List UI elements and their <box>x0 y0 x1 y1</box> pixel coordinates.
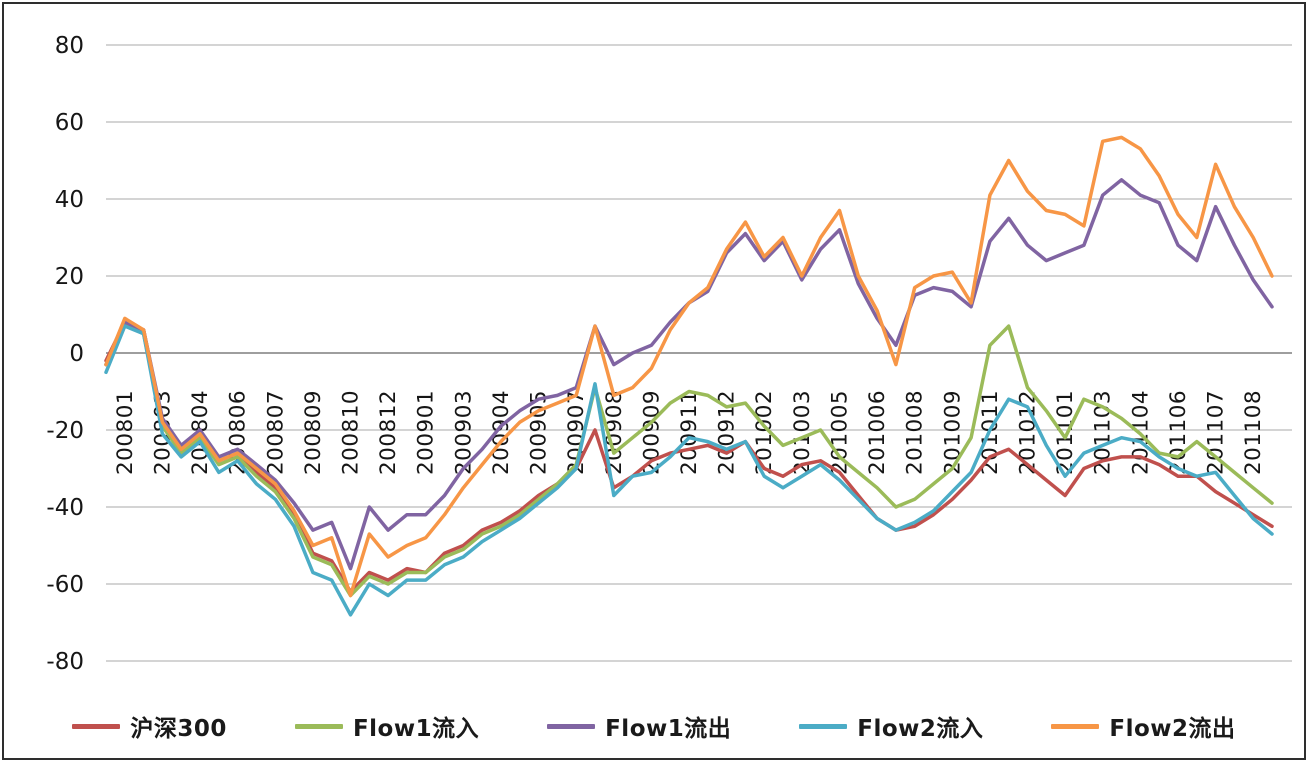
legend-label: 沪深300 <box>130 716 227 742</box>
legend-swatch-icon <box>1051 723 1100 729</box>
x-axis-tick-label: 200801 <box>113 390 138 475</box>
legend-swatch-icon <box>799 723 848 729</box>
legend-swatch-icon <box>72 723 121 729</box>
x-axis-tick-label: 201107 <box>1204 390 1229 475</box>
y-axis-tick-label: 20 <box>55 264 84 290</box>
series-line-Flow2流出 <box>104 135 1274 598</box>
legend-label: Flow1流出 <box>605 716 732 742</box>
y-axis-tick-label: -40 <box>46 495 84 521</box>
legend-label: Flow2流入 <box>857 716 984 742</box>
legend-label: Flow1流入 <box>352 716 480 742</box>
legend-item: Flow2流出 <box>1051 709 1235 743</box>
x-axis-tick-label: 201009 <box>940 390 965 475</box>
series-line-Flow2流入 <box>104 324 1274 617</box>
x-axis-tick-label: 201005 <box>827 390 852 475</box>
x-axis-tick-label: 200901 <box>414 390 439 475</box>
x-axis-tick-label: 200903 <box>451 390 476 475</box>
y-axis-tick-label: 60 <box>55 110 84 136</box>
legend-swatch-icon <box>294 723 343 729</box>
x-axis-tick-label: 201106 <box>1166 390 1191 475</box>
y-axis-tick-label: 40 <box>55 187 84 213</box>
x-axis-tick-label: 201006 <box>865 390 890 475</box>
series-line-Flow1流入 <box>104 320 1274 598</box>
legend-item: Flow2流入 <box>799 709 983 743</box>
y-axis-tick-label: -60 <box>46 572 84 598</box>
legend-item: 沪深300 <box>72 709 227 743</box>
x-axis-tick-label: 200812 <box>376 390 401 475</box>
x-axis-tick-label: 200911 <box>677 390 702 475</box>
x-axis-tick-label: 201108 <box>1241 390 1266 475</box>
y-axis-tick-label: -20 <box>46 418 84 444</box>
legend-swatch-icon <box>547 723 596 729</box>
y-axis-tick-label: 0 <box>69 341 84 367</box>
x-axis-tick-label: 200807 <box>263 390 288 475</box>
legend-label: Flow2流出 <box>1109 716 1236 742</box>
x-axis-tick-label: 201008 <box>903 390 928 475</box>
legend-item: Flow1流入 <box>294 709 480 743</box>
legend-item: Flow1流出 <box>547 709 731 743</box>
x-axis-tick-label: 200809 <box>301 390 326 475</box>
chart-legend: 沪深300 Flow1流入 Flow1流出 Flow2流入 Flow2流出 <box>4 702 1304 750</box>
x-axis-tick-label: 200810 <box>338 390 363 475</box>
y-axis-tick-label: -80 <box>46 649 84 675</box>
y-axis-tick-label: 80 <box>55 33 84 59</box>
